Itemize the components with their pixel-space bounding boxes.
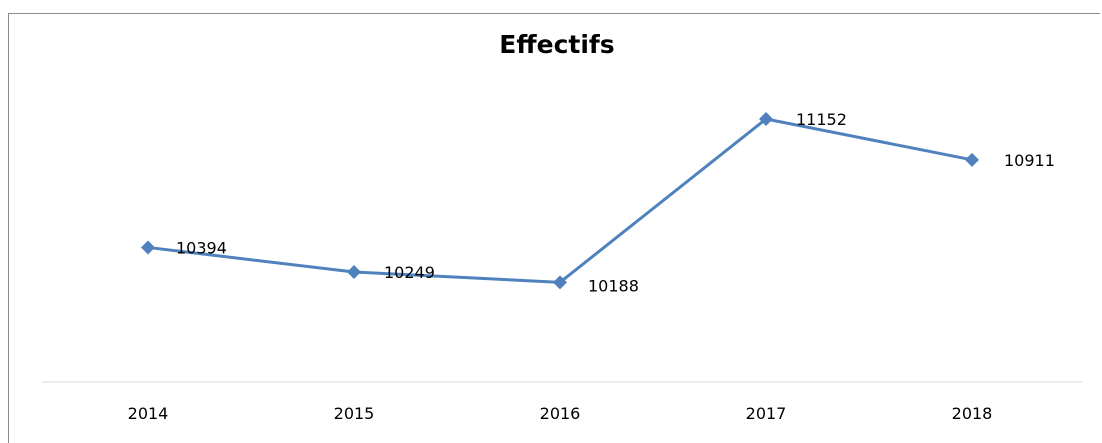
data-label-layer: 10394 10249 10188 11152 10911: [176, 110, 1055, 295]
x-tick-label-2017: 2017: [746, 404, 787, 423]
data-point-2016: [553, 275, 567, 290]
chart-title: Effectifs: [499, 30, 615, 59]
data-point-2015: [347, 265, 361, 280]
data-point-2018: [965, 152, 979, 167]
data-point-2014: [141, 240, 155, 255]
x-tick-label-2015: 2015: [334, 404, 375, 423]
data-label-2014: 10394: [176, 238, 227, 257]
data-label-2015: 10249: [384, 263, 435, 282]
data-label-2016: 10188: [588, 276, 639, 295]
marker-layer: [141, 111, 979, 290]
x-tick-label-2016: 2016: [540, 404, 581, 423]
series-line: [147, 117, 973, 284]
chart-frame: [8, 13, 1100, 443]
x-tick-label-2014: 2014: [128, 404, 169, 423]
series-layer: [147, 117, 973, 284]
data-label-2017: 11152: [796, 110, 847, 129]
data-point-2017: [759, 111, 773, 126]
data-label-2018: 10911: [1004, 151, 1055, 170]
x-tick-layer: 2014 2015 2016 2017 2018: [128, 404, 993, 423]
x-tick-label-2018: 2018: [952, 404, 993, 423]
